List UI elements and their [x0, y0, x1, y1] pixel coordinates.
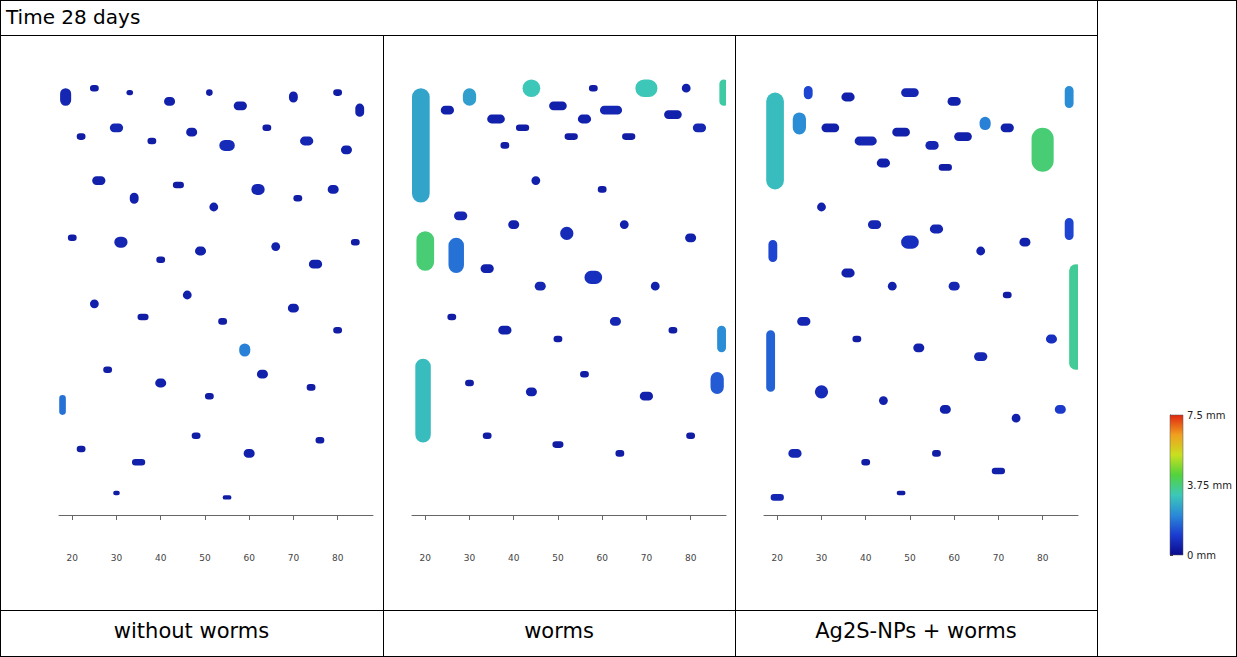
svg-text:60: 60 [948, 553, 960, 563]
svg-text:70: 70 [641, 553, 653, 563]
svg-text:50: 50 [904, 553, 916, 563]
svg-text:50: 50 [199, 553, 211, 563]
svg-text:60: 60 [596, 553, 608, 563]
svg-text:40: 40 [860, 553, 872, 563]
svg-text:30: 30 [111, 553, 123, 563]
svg-text:60: 60 [243, 553, 255, 563]
svg-text:20: 20 [772, 553, 784, 563]
svg-text:40: 40 [508, 553, 520, 563]
svg-text:30: 30 [816, 553, 828, 563]
svg-text:0 mm: 0 mm [1187, 550, 1216, 561]
svg-text:20: 20 [67, 553, 79, 563]
svg-text:7.5 mm: 7.5 mm [1187, 410, 1226, 421]
svg-text:70: 70 [288, 553, 300, 563]
svg-text:80: 80 [332, 553, 344, 563]
svg-text:80: 80 [685, 553, 697, 563]
html-text:worms: worms [524, 619, 594, 643]
svg-text:20: 20 [420, 553, 432, 563]
svg-text:50: 50 [552, 553, 564, 563]
svg-text:70: 70 [993, 553, 1005, 563]
svg-text:80: 80 [1037, 553, 1049, 563]
svg-text:40: 40 [155, 553, 167, 563]
html-text:Ag2S-NPs + worms: Ag2S-NPs + worms [815, 619, 1017, 643]
svg-text:30: 30 [464, 553, 476, 563]
html-text:Time 28 days: Time 28 days [6, 5, 141, 29]
svg-text:3.75 mm: 3.75 mm [1187, 480, 1232, 491]
html-text:without worms: without worms [113, 619, 270, 643]
